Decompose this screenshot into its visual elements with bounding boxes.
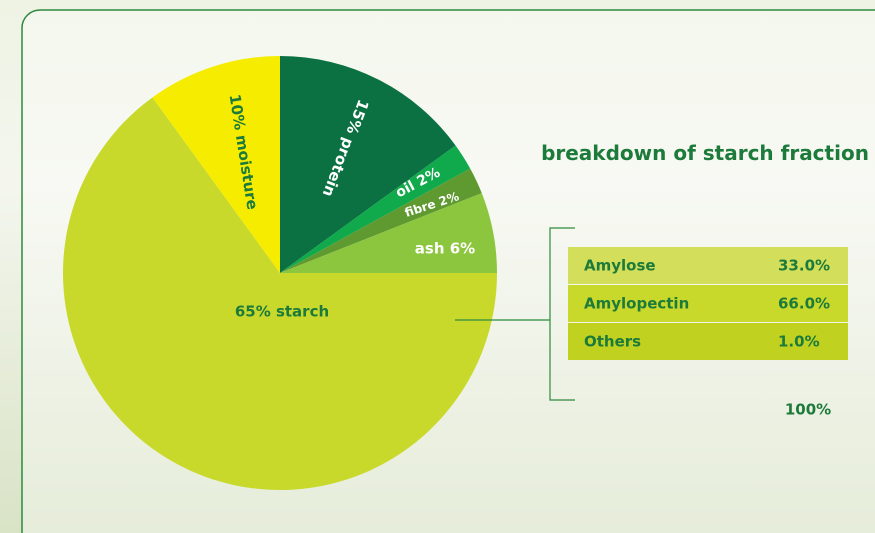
row-label: Others <box>584 333 641 351</box>
row-value: 66.0% <box>778 295 830 313</box>
row-label: Amylopectin <box>584 295 689 313</box>
table-title-box: breakdown of starch fraction <box>540 140 870 220</box>
row-value: 1.0% <box>778 333 820 351</box>
row-label: Amylose <box>584 257 656 275</box>
slice-label: ash 6% <box>415 240 475 258</box>
row-value: 33.0% <box>778 257 830 275</box>
starch-table: Amylose 33.0% Amylopectin 66.0% Others 1.0% <box>568 247 848 360</box>
slice-label: 65% starch <box>235 303 329 321</box>
table-total: 100% <box>785 401 831 419</box>
infographic: 15% proteinoil 2%fibre 2%ash 6%65% starc… <box>0 0 875 533</box>
table-title: breakdown of starch fraction <box>540 140 870 166</box>
